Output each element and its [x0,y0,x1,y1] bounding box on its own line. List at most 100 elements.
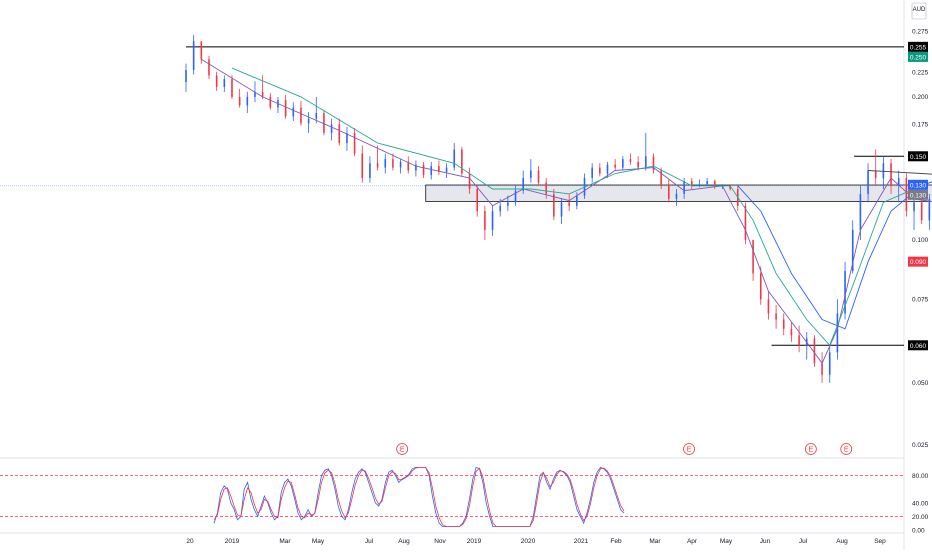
candle-body [376,163,379,168]
price-badge-label: 0.250 [910,54,927,61]
candle-body [453,149,456,168]
candle-body [629,159,632,162]
candle-body [537,170,540,183]
candle-body [484,211,486,230]
candle-body [215,75,218,87]
candle-body [353,132,356,154]
candle-body [591,167,593,179]
candle-body [192,41,195,70]
support-zone-box [425,184,932,202]
price-axis-tick: 0.275 [912,28,929,35]
candle-body [882,163,885,179]
price-axis-tick: 0.100 [912,237,929,244]
candle-body [913,202,915,212]
price-axis-tick: 0.200 [912,94,929,101]
earnings-marker-label: E [844,447,849,454]
candle-body [844,271,846,314]
time-axis-tick: 2019 [225,538,240,545]
stoch-axis-tick: 0.00 [912,528,925,535]
candle-body [208,59,210,76]
price-badge-label: 0.060 [910,343,927,350]
candle-body [744,205,747,240]
candle-body [338,124,341,143]
candle-body [652,156,655,171]
candle-body [445,167,448,172]
price-badge [908,41,928,52]
candle-body [813,338,816,364]
candle-body [292,107,295,117]
candle-body [668,185,670,199]
candle-body [683,181,685,194]
candle-body [713,181,716,186]
candle-body [645,156,647,168]
time-axis-tick: May [312,538,325,545]
candle-body [399,161,402,168]
candle-body [729,185,731,190]
candle-body [284,100,287,117]
candle-body [315,113,318,119]
candle-body [568,202,570,206]
price-axis-tick: 0.225 [912,70,929,77]
candle-body [836,313,839,353]
time-axis-tick: Apr [687,538,698,545]
earnings-marker-label: E [687,447,692,454]
candle-body [851,229,854,272]
price-badge [908,189,928,200]
candle-body [706,181,708,185]
earnings-marker [396,443,409,455]
candle-body [522,178,524,191]
candle-body [690,181,693,186]
stoch-axis-tick: 40.00 [912,500,929,507]
candle-body [698,184,701,186]
time-axis-tick: 2021 [574,538,589,545]
candle-body [890,163,892,186]
candle-body [254,91,256,97]
candle-body [330,124,333,133]
candle-body [468,173,471,190]
candle-body [622,159,624,168]
candle-body [920,202,923,221]
time-axis-tick: 20 [186,538,194,545]
candle-body [660,170,662,186]
time-axis-tick: Aug [398,538,410,545]
candle-body [790,328,793,336]
price-badge [908,51,928,62]
candle-body [438,166,440,172]
candle-body [859,193,862,230]
candle-body [300,107,302,124]
candle-body [905,178,908,212]
candle-body [307,118,310,124]
candle-body [392,159,394,168]
candle-body [798,335,800,346]
time-axis-tick: May [720,538,733,545]
moving-average-line [737,181,932,330]
time-axis-tick: Sep [874,538,886,545]
price-badge-label: 0.130 [910,182,927,189]
price-axis-tick: 0.050 [912,380,929,387]
price-badge [908,340,928,351]
candle-body [828,352,831,375]
candle-body [767,299,770,314]
time-axis-tick: 2019 [467,538,482,545]
candle-body [530,170,532,179]
price-axis-tick: 0.075 [912,296,929,303]
candle-body [430,166,433,175]
candle-body [752,239,754,274]
candle-body [407,161,410,171]
candle-body [231,79,233,97]
time-axis-tick: 2020 [521,538,536,545]
price-badge-label: 0.090 [910,259,927,266]
candle-body [422,164,425,175]
candle-body [560,202,563,217]
price-axis-tick: 0.025 [912,442,929,449]
candle-body [553,193,555,217]
candle-body [369,163,371,179]
candle-body [491,211,494,230]
candle-body [223,79,226,87]
candle-body [269,96,272,108]
candle-body [782,319,785,329]
candle-body [461,149,463,174]
candle-body [200,41,203,60]
